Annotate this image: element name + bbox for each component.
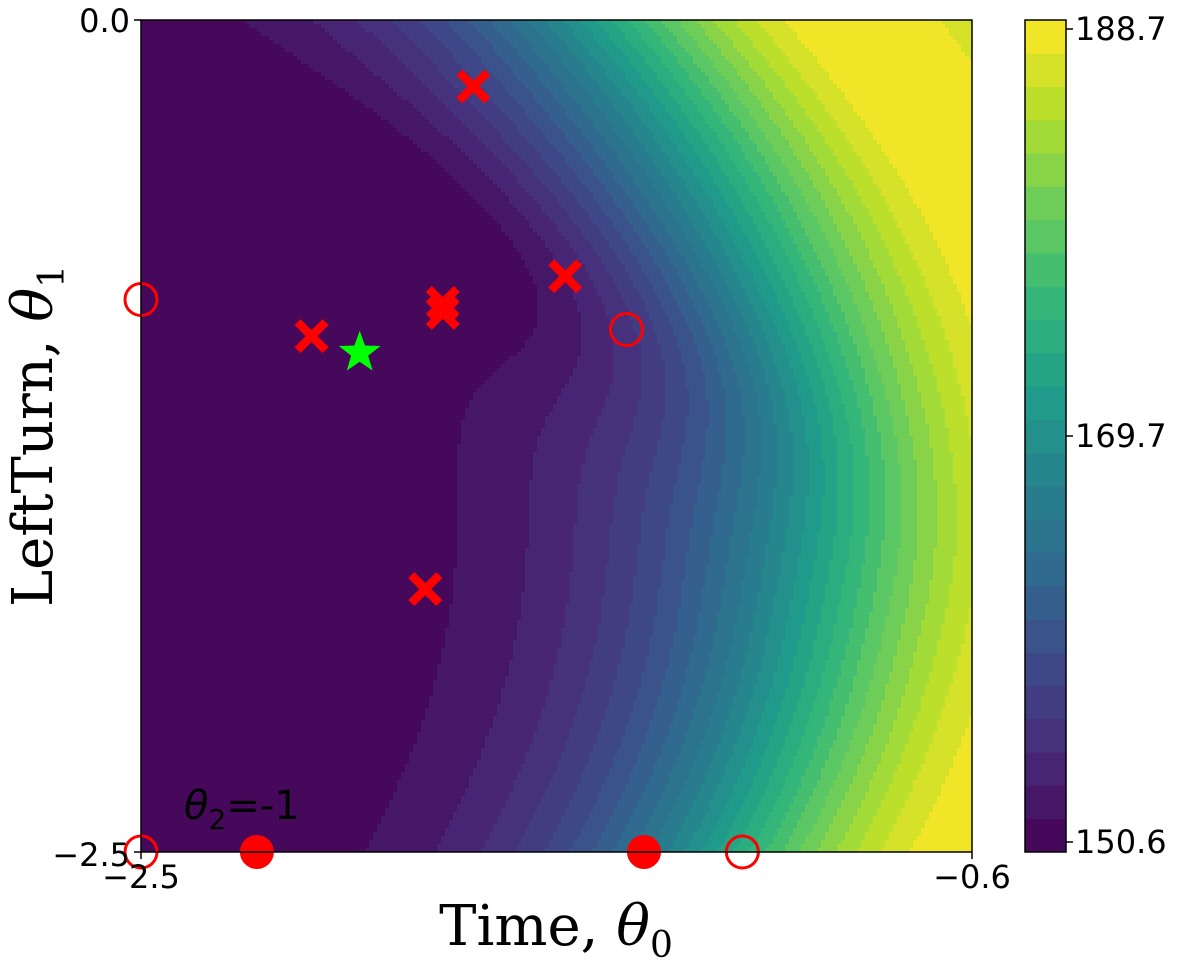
colorbar-tick-label-mid: 169.7 <box>1075 417 1167 455</box>
colorbar-level-21 <box>1025 120 1066 154</box>
colorbar-tick-label-min: 150.6 <box>1075 823 1167 861</box>
x-axis-label-prefix: Time, <box>439 894 616 959</box>
colorbar-level-22 <box>1025 87 1066 121</box>
x-axis-label: Time, θ0 <box>439 894 673 962</box>
theta2-subscript: 2 <box>208 803 226 836</box>
x-axis-label-symbol: θ <box>616 894 650 959</box>
colorbar-level-0 <box>1025 819 1066 853</box>
colorbar-tick-label-max: 188.7 <box>1075 10 1167 48</box>
colorbar-level-12 <box>1025 419 1066 453</box>
colorbar-level-4 <box>1025 686 1066 720</box>
colorbar-level-10 <box>1025 486 1066 520</box>
y-axis-label-prefix: LeftTurn, <box>1 322 66 607</box>
colorbar-level-7 <box>1025 586 1066 620</box>
colorbar-level-1 <box>1025 785 1066 819</box>
colorbar-level-8 <box>1025 552 1066 586</box>
colorbar-level-17 <box>1025 253 1066 287</box>
colorbar-level-15 <box>1025 320 1066 354</box>
x-axis-label-subscript: 0 <box>650 925 673 962</box>
theta2-annotation: θ2=-1 <box>184 783 300 836</box>
colorbar-level-19 <box>1025 186 1066 220</box>
x-tick-label-max: −0.6 <box>933 858 1011 896</box>
colorbar-level-9 <box>1025 519 1066 553</box>
colorbar-level-11 <box>1025 453 1066 487</box>
colorbar-level-18 <box>1025 220 1066 254</box>
y-axis-label-subscript: 1 <box>32 265 73 288</box>
colorbar-level-2 <box>1025 752 1066 786</box>
y-tick-label-min: −2.5 <box>52 836 130 874</box>
theta2-symbol: θ <box>184 783 208 829</box>
colorbar-level-23 <box>1025 53 1066 87</box>
colorbar-level-6 <box>1025 619 1066 653</box>
colorbar-level-5 <box>1025 652 1066 686</box>
colorbar <box>1025 20 1066 853</box>
y-tick-label-max: 0.0 <box>79 2 130 40</box>
colorbar-level-14 <box>1025 353 1066 387</box>
contour-fill <box>141 20 974 853</box>
y-axis-label: LeftTurn, θ1 <box>1 265 73 607</box>
colorbar-level-13 <box>1025 386 1066 420</box>
colorbar-level-3 <box>1025 719 1066 753</box>
colorbar-level-24 <box>1025 20 1066 54</box>
colorbar-level-20 <box>1025 153 1066 187</box>
theta2-value: =-1 <box>226 783 299 829</box>
colorbar-level-16 <box>1025 286 1066 320</box>
y-axis-label-symbol: θ <box>1 288 66 322</box>
